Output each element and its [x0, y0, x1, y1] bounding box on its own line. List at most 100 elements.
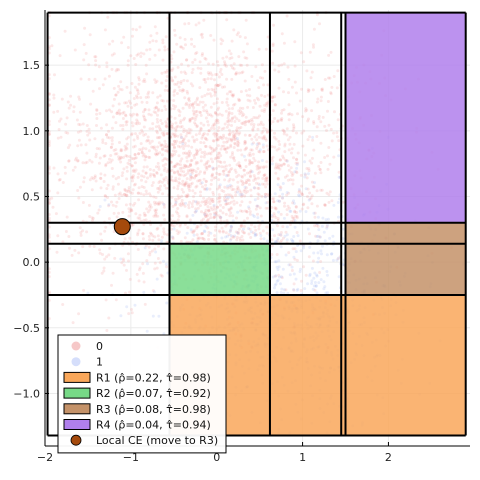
point-class-0	[107, 253, 111, 257]
point-class-0	[241, 175, 244, 179]
point-class-0	[250, 117, 254, 121]
point-class-0	[207, 164, 211, 168]
point-class-0	[195, 202, 199, 206]
point-class-1	[107, 203, 111, 207]
point-class-0	[154, 81, 158, 84]
point-class-0	[158, 151, 162, 155]
point-class-0	[141, 262, 145, 266]
point-class-0	[248, 151, 252, 155]
point-class-1	[255, 142, 259, 146]
point-class-0	[219, 42, 223, 46]
point-class-0	[206, 120, 210, 124]
point-class-0	[132, 112, 135, 116]
point-class-1	[315, 274, 319, 278]
point-class-0	[265, 176, 269, 180]
point-class-0	[242, 168, 246, 172]
point-class-1	[290, 265, 294, 269]
point-class-0	[132, 168, 136, 172]
point-class-0	[311, 88, 315, 92]
point-class-0	[195, 113, 199, 117]
point-class-0	[161, 148, 165, 152]
point-class-0	[248, 174, 252, 178]
point-class-0	[196, 161, 200, 165]
point-class-1	[295, 163, 299, 167]
point-class-0	[178, 182, 182, 185]
point-class-1	[296, 287, 300, 291]
point-class-0	[158, 94, 162, 98]
point-class-0	[298, 239, 302, 243]
point-class-0	[312, 120, 316, 124]
point-class-0	[135, 94, 138, 98]
point-class-0	[190, 37, 193, 41]
point-class-0	[280, 32, 284, 36]
point-class-0	[146, 95, 150, 99]
point-class-0	[294, 161, 298, 165]
point-class-0	[203, 171, 207, 175]
point-class-0	[263, 173, 267, 177]
point-class-0	[220, 73, 224, 76]
point-class-0	[114, 177, 118, 181]
point-class-0	[119, 155, 123, 159]
point-class-0	[236, 187, 240, 191]
point-class-0	[215, 133, 219, 136]
point-class-1	[311, 287, 315, 291]
point-class-0	[323, 203, 327, 207]
point-class-0	[306, 119, 310, 123]
point-class-0	[271, 109, 275, 113]
point-class-0	[203, 163, 207, 167]
point-class-0	[95, 147, 99, 150]
point-class-0	[254, 101, 257, 105]
point-class-1	[273, 240, 277, 244]
point-class-0	[207, 209, 210, 213]
point-class-0	[214, 84, 217, 88]
point-class-0	[105, 109, 108, 113]
point-class-0	[208, 113, 212, 117]
point-class-0	[164, 84, 168, 88]
point-class-0	[217, 156, 221, 160]
point-class-0	[185, 165, 189, 169]
point-class-0	[316, 97, 320, 101]
point-class-0	[217, 126, 221, 130]
point-class-0	[260, 131, 264, 135]
point-class-0	[138, 25, 142, 29]
point-class-0	[130, 164, 134, 168]
point-class-0	[270, 197, 274, 201]
point-class-0	[151, 289, 155, 293]
point-class-1	[306, 282, 310, 286]
point-class-0	[191, 168, 195, 172]
point-class-0	[239, 148, 243, 152]
point-class-0	[239, 166, 243, 170]
point-class-0	[259, 237, 263, 241]
point-class-0	[202, 18, 206, 22]
point-class-0	[117, 68, 120, 72]
point-class-0	[336, 257, 340, 261]
point-class-0	[186, 171, 190, 175]
point-class-0	[109, 154, 113, 157]
point-class-0	[255, 181, 258, 185]
point-class-0	[185, 214, 189, 218]
point-class-0	[148, 141, 152, 145]
point-class-0	[178, 163, 182, 167]
point-class-0	[135, 112, 139, 116]
point-class-0	[213, 215, 217, 219]
point-class-0	[200, 210, 203, 214]
point-class-1	[145, 329, 149, 333]
point-class-0	[175, 162, 179, 166]
point-class-0	[193, 121, 197, 125]
point-class-1	[205, 188, 209, 192]
point-class-0	[304, 273, 308, 277]
point-class-0	[234, 128, 238, 132]
point-class-0	[187, 127, 191, 131]
point-class-0	[208, 92, 212, 96]
point-class-0	[126, 63, 130, 67]
point-class-0	[210, 114, 214, 118]
point-class-0	[102, 266, 106, 270]
point-class-0	[237, 55, 241, 59]
point-class-0	[205, 138, 209, 142]
point-class-1	[292, 199, 295, 203]
point-class-0	[154, 196, 158, 200]
point-class-0	[97, 208, 101, 212]
point-class-0	[229, 145, 233, 149]
point-class-0	[223, 85, 227, 89]
point-class-0	[190, 176, 194, 180]
